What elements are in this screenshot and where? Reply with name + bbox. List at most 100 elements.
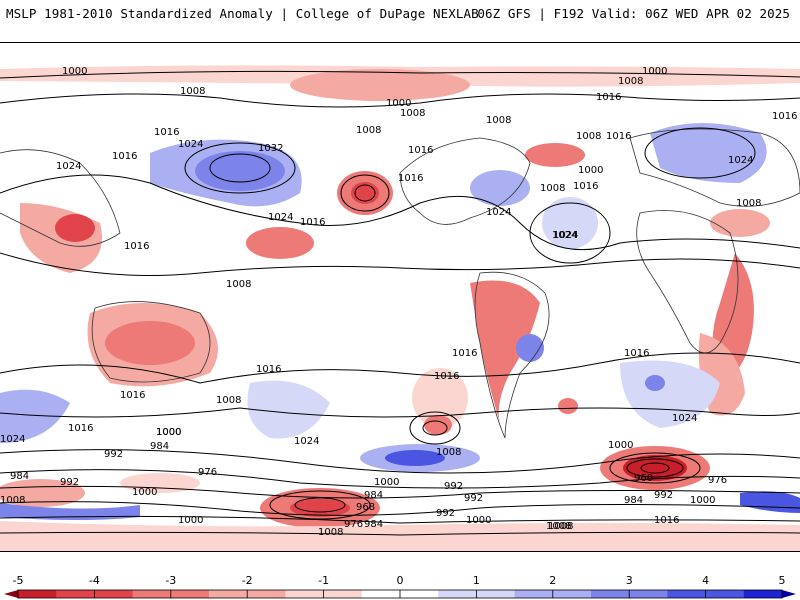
isobar-label: 1016 [606,131,631,142]
anomaly-negative-region [247,380,330,439]
anomaly-negative-region [650,123,767,183]
isobars [0,70,800,536]
colorbar-segment [380,590,401,598]
isobar-label: 1008 [618,76,643,87]
anomaly-positive-region [470,280,540,423]
isobar-label: 1016 [68,423,93,434]
anomaly-positive-region [290,499,350,517]
anomaly-negative-region [645,375,665,391]
colorbar-segment [170,590,191,598]
isobar-label: 1008 [736,198,761,209]
colorbar-tick-label: 4 [702,574,709,587]
anomaly-negative-region [542,197,598,249]
isobar-label: 1000 [156,427,181,438]
anomaly-positive-region [20,203,102,273]
isobar-label: 1008 [216,395,241,406]
colorbar-segment [75,590,95,598]
isobar-label: 992 [436,508,455,519]
colorbar-tick-label: 2 [549,574,556,587]
isobar-label: 984 [364,519,383,530]
isobar-label: 1000 [690,495,715,506]
isobar-label: 1008 [486,115,511,126]
model-run-label: 06Z GFS | F192 Valid: 06Z WED APR 02 202… [477,6,790,21]
isobar-label: 976 [198,467,217,478]
anomaly-negative-region [385,450,445,466]
colorbar-tick-label: 1 [473,574,480,587]
map-canvas: 1000 1008 1000 1008 1016 1024 1016 1024 … [0,65,800,551]
anomaly-positive-region [120,473,200,493]
isobar-label: 984 [624,495,643,506]
colorbar-segment [552,590,573,598]
colorbar-tick-label: 3 [626,574,633,587]
isobar-label: 1024 [486,207,511,218]
colorbar-segment [151,590,172,598]
isobar-label: 1000 [466,515,491,526]
isobar-label: 1008 [226,279,251,290]
colorbar-segment [648,590,668,598]
isobar-label: 1024 [268,212,293,223]
anomaly-positive-region [290,69,470,101]
colorbar-segment [743,590,764,598]
isobar-label: 1024 [56,161,81,172]
isobar-label: 1000 [578,165,603,176]
anomaly-colorbar: -5 -4 -3 -2 -1 0 1 2 3 4 5 [0,572,800,600]
isobar-label: 976 [708,475,727,486]
colorbar-segment [495,590,516,598]
isobar-label: 1024 [553,230,578,241]
anomaly-positive-region [558,398,578,414]
isobar-label: 1016 [398,173,423,184]
isobar-label: 976 [344,519,363,530]
anomaly-positive-region [246,227,314,259]
map-title: MSLP 1981-2010 Standardized Anomaly | Co… [6,6,479,21]
isobar-label: 992 [444,481,463,492]
colorbar-segment [56,590,76,598]
anomaly-negative-region [516,334,544,362]
colorbar-segment [304,590,325,598]
colorbar-tick-label: 0 [397,574,404,587]
isobar-label: 1016 [120,390,145,401]
colorbar-min-arrow [4,590,18,598]
isobar-label: 1008 [180,86,205,97]
anomaly-fills [0,65,800,551]
isobar-label: 984 [364,490,383,501]
anomaly-map: 1000 1008 1000 1008 1016 1024 1016 1024 … [0,42,800,552]
colorbar-svg: -5 -4 -3 -2 -1 0 1 2 3 4 5 [4,574,796,599]
colorbar-segment [266,590,286,598]
colorbar-segment [94,590,114,598]
colorbar-tick-label: -1 [318,574,329,587]
colorbar-segment [113,590,134,598]
isobar-label: 1008 [356,125,381,136]
anomaly-negative-region [0,389,70,443]
colorbar-segment [323,590,344,598]
colorbar-segment [610,590,630,598]
isobar-label: 1000 [132,487,157,498]
anomaly-negative-region [0,503,140,520]
isobar-label: 992 [60,477,79,488]
colorbar-segment [132,590,153,598]
colorbar-tick-label: -2 [242,574,253,587]
isobar-label: 1008 [540,183,565,194]
colorbar-segment [476,590,496,598]
colorbar-segment [209,590,229,598]
colorbar-segment [18,590,38,598]
colorbar-tick-label: -4 [89,574,100,587]
anomaly-positive-region [424,415,452,435]
isobar-label: 1024 [672,413,697,424]
anomaly-positive-region [525,143,585,167]
isobar-label: 1016 [452,348,477,359]
isobar-label: 1000 [608,440,633,451]
colorbar-segment [629,590,649,598]
isobar-label: 984 [10,471,29,482]
isobar-label: 992 [654,490,673,501]
isobar-label: 1016 [154,127,179,138]
anomaly-positive-region [0,521,800,551]
isobar-label: 1016 [124,241,149,252]
anomaly-negative-region [470,170,530,206]
isobar-label: 1024 [728,155,753,166]
isobar-label: 1008 [548,521,573,532]
isobar-label: 1016 [112,151,137,162]
colorbar-segment [571,590,592,598]
isobar-label: 1016 [654,515,679,526]
isobar-label: 1016 [573,181,598,192]
colorbar-segment [228,590,248,598]
